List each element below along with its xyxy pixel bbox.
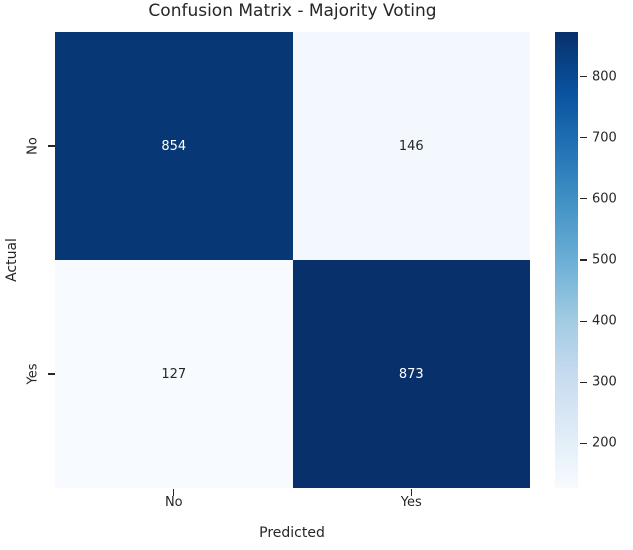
y-tick-label-no: No [25,137,41,155]
colorbar-ticks: 800 700 600 500 400 300 200 [578,32,633,488]
heatmap-grid: 854 146 127 873 [55,32,530,488]
y-tick-mark [48,373,55,375]
y-tick-mark [48,145,55,147]
tick-mark [580,76,587,78]
cell-value: 146 [398,138,424,154]
x-tick-mark [173,489,175,496]
tick-mark [580,442,587,444]
cell-value: 854 [161,138,187,154]
heatmap-cell-actual-no-pred-yes: 146 [292,32,530,260]
colorbar-tick-label: 500 [592,252,617,268]
colorbar-tick-label: 300 [592,374,617,390]
tick-mark [580,381,587,383]
colorbar-tick-label: 400 [592,313,617,329]
tick-mark [580,259,587,261]
heatmap-cell-actual-yes-pred-yes: 873 [292,260,530,488]
y-axis-label: Actual [4,238,20,282]
colorbar-tick-label: 200 [592,435,617,451]
cell-value: 873 [398,366,424,382]
colorbar-tick-label: 600 [592,191,617,207]
x-tick-label-no: No [164,495,183,510]
colorbar-tick-label: 700 [592,130,617,146]
tick-mark [580,320,587,322]
chart-title: Confusion Matrix - Majority Voting [148,1,437,21]
y-tick-label-yes: Yes [25,363,41,385]
colorbar-gradient [555,32,578,488]
tick-mark [580,198,587,200]
cell-value: 127 [161,366,187,382]
x-tick-label-yes: Yes [400,495,422,510]
x-tick-mark [410,489,412,496]
heatmap-cell-actual-no-pred-no: 854 [55,32,293,260]
colorbar-tick-label: 800 [592,69,617,85]
x-axis-label: Predicted [259,525,325,541]
tick-mark [580,137,587,139]
heatmap-cell-actual-yes-pred-no: 127 [55,260,293,488]
